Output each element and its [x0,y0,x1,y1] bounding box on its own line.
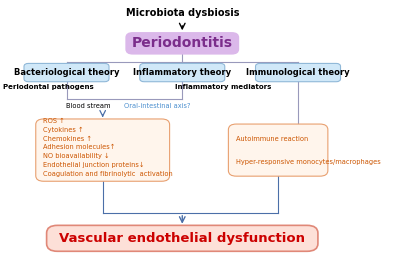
Text: Inflammatory theory: Inflammatory theory [133,68,231,77]
FancyBboxPatch shape [36,119,170,181]
Text: Periodontitis: Periodontitis [132,36,233,50]
FancyBboxPatch shape [228,124,328,176]
Text: Periodontal pathogens: Periodontal pathogens [3,84,94,90]
FancyBboxPatch shape [47,225,318,251]
Text: Inflammatory mediators: Inflammatory mediators [175,84,272,90]
Text: Immunological theory: Immunological theory [246,68,350,77]
FancyBboxPatch shape [140,63,225,82]
FancyBboxPatch shape [24,63,109,82]
Text: Microbiota dysbiosis: Microbiota dysbiosis [126,8,239,18]
Text: Bacteriological theory: Bacteriological theory [14,68,119,77]
Text: Oral-intestinal axis?: Oral-intestinal axis? [124,103,190,109]
FancyBboxPatch shape [256,63,340,82]
Text: Autoimmune reaction

Hyper-responsive monocytes/macrophages: Autoimmune reaction Hyper-responsive mon… [236,136,380,165]
Text: Vascular endothelial dysfunction: Vascular endothelial dysfunction [59,232,305,245]
Text: ROS ↑
Cytokines ↑
Chemokines ↑
Adhesion molecules↑
NO bioavailability ↓
Endothel: ROS ↑ Cytokines ↑ Chemokines ↑ Adhesion … [43,118,173,177]
Text: Blood stream: Blood stream [66,103,110,109]
FancyBboxPatch shape [126,33,238,54]
